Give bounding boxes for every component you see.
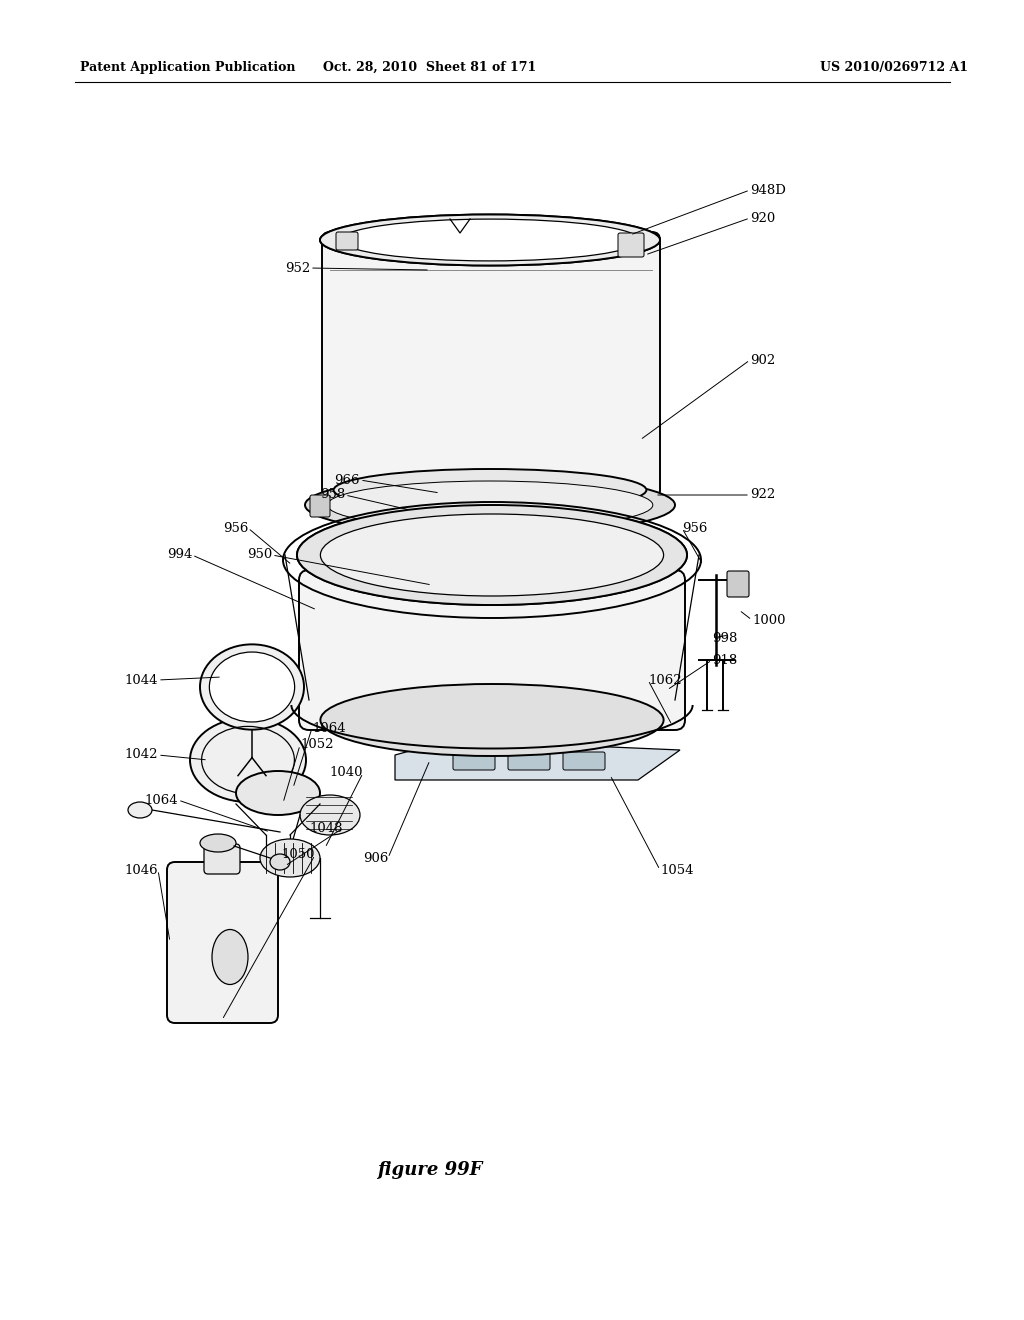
Text: 998: 998	[712, 631, 737, 644]
Text: 1000: 1000	[752, 614, 785, 627]
Ellipse shape	[321, 513, 664, 597]
FancyBboxPatch shape	[336, 232, 358, 249]
Text: 966: 966	[335, 474, 360, 487]
Ellipse shape	[236, 771, 319, 814]
Ellipse shape	[200, 834, 236, 851]
Ellipse shape	[260, 840, 319, 876]
Ellipse shape	[334, 469, 646, 511]
Text: Patent Application Publication: Patent Application Publication	[80, 61, 296, 74]
Ellipse shape	[321, 684, 664, 756]
Text: 950: 950	[247, 549, 272, 561]
Text: 918: 918	[712, 653, 737, 667]
Text: 956: 956	[682, 521, 708, 535]
Ellipse shape	[209, 652, 295, 722]
Text: 994: 994	[167, 549, 193, 561]
Ellipse shape	[297, 506, 687, 605]
Text: 1054: 1054	[660, 863, 693, 876]
Ellipse shape	[128, 803, 152, 818]
Text: 1048: 1048	[309, 821, 343, 834]
Text: 1052: 1052	[300, 738, 334, 751]
Polygon shape	[395, 741, 680, 780]
Text: 1042: 1042	[125, 748, 158, 762]
Text: Oct. 28, 2010  Sheet 81 of 171: Oct. 28, 2010 Sheet 81 of 171	[324, 61, 537, 74]
Text: 1044: 1044	[125, 673, 158, 686]
FancyBboxPatch shape	[453, 752, 495, 770]
Ellipse shape	[200, 644, 304, 730]
Ellipse shape	[305, 475, 675, 535]
FancyBboxPatch shape	[618, 234, 644, 257]
Ellipse shape	[328, 480, 653, 529]
Ellipse shape	[340, 219, 640, 261]
Ellipse shape	[319, 214, 660, 265]
FancyBboxPatch shape	[727, 572, 749, 597]
Text: 1064: 1064	[144, 793, 178, 807]
Text: 948D: 948D	[750, 183, 785, 197]
Ellipse shape	[321, 513, 664, 597]
Text: figure 99F: figure 99F	[377, 1162, 482, 1179]
Text: 1062: 1062	[648, 673, 682, 686]
Text: US 2010/0269712 A1: US 2010/0269712 A1	[820, 61, 968, 74]
Ellipse shape	[297, 506, 687, 605]
Ellipse shape	[319, 214, 660, 265]
Ellipse shape	[300, 795, 360, 836]
Text: 956: 956	[222, 521, 248, 535]
Text: 902: 902	[750, 354, 775, 367]
Text: 922: 922	[750, 488, 775, 502]
FancyBboxPatch shape	[204, 843, 240, 874]
FancyBboxPatch shape	[326, 239, 656, 491]
Text: 1050: 1050	[282, 849, 315, 862]
Text: 1064: 1064	[312, 722, 346, 734]
Ellipse shape	[270, 854, 290, 870]
FancyBboxPatch shape	[304, 579, 680, 719]
FancyBboxPatch shape	[508, 752, 550, 770]
Text: 920: 920	[750, 211, 775, 224]
Text: 952: 952	[285, 261, 310, 275]
Text: 958: 958	[319, 488, 345, 502]
Text: 906: 906	[362, 851, 388, 865]
Text: 1040: 1040	[330, 767, 362, 780]
FancyBboxPatch shape	[563, 752, 605, 770]
FancyBboxPatch shape	[310, 495, 330, 517]
FancyBboxPatch shape	[167, 862, 278, 1023]
Text: 1046: 1046	[124, 863, 158, 876]
Ellipse shape	[266, 861, 290, 870]
Ellipse shape	[340, 219, 640, 261]
FancyBboxPatch shape	[299, 570, 685, 730]
Ellipse shape	[212, 929, 248, 985]
FancyBboxPatch shape	[322, 232, 660, 498]
Ellipse shape	[190, 718, 306, 803]
